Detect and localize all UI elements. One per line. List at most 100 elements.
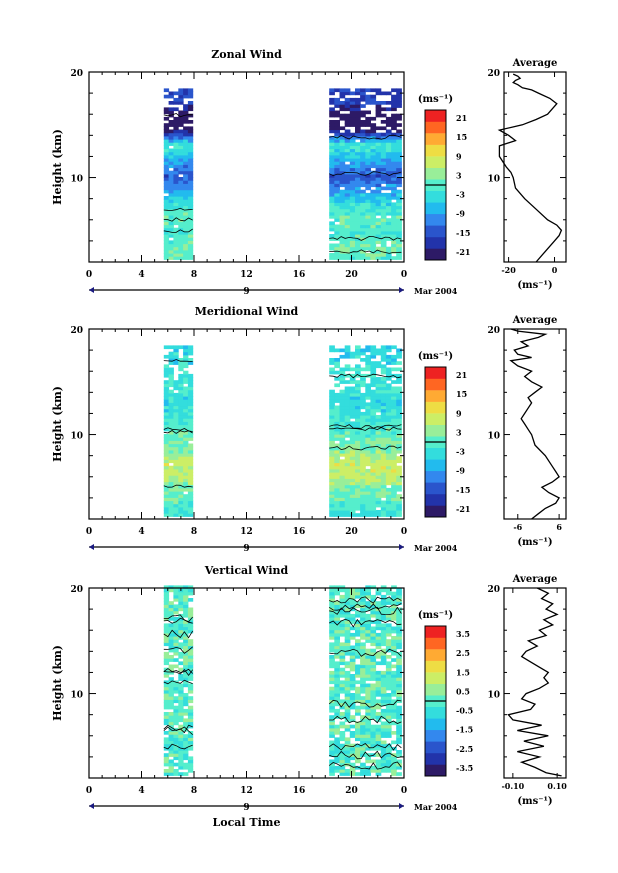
heatmap-cell xyxy=(385,446,392,451)
heatmap-cell xyxy=(355,472,361,476)
heatmap-cell xyxy=(334,208,340,213)
heatmap-cell xyxy=(365,386,371,391)
heatmap-cell xyxy=(380,205,387,210)
heatmap-cell xyxy=(173,345,179,350)
heatmap-cell xyxy=(391,408,397,413)
heatmap-cell xyxy=(187,610,194,615)
heatmap-cell xyxy=(173,769,179,773)
heatmap-cell xyxy=(396,724,402,729)
heatmap-cell xyxy=(339,750,346,754)
heatmap-cell xyxy=(183,215,189,219)
heatmap-cell xyxy=(173,462,179,467)
heatmap-cell xyxy=(168,129,174,134)
heatmap-cell xyxy=(360,472,366,476)
contour-line xyxy=(329,249,402,254)
heatmap-cell xyxy=(183,506,189,511)
heatmap-cell xyxy=(329,256,335,260)
heatmap-cell xyxy=(391,208,397,213)
heatmap-cell xyxy=(375,683,382,688)
heatmap-cell xyxy=(396,396,402,400)
heatmap-cell xyxy=(349,674,356,678)
heatmap-cell xyxy=(339,689,346,694)
heatmap-cell xyxy=(183,386,189,391)
heatmap-cell xyxy=(360,506,366,511)
heatmap-cell xyxy=(334,626,340,631)
heatmap-cell xyxy=(375,620,382,624)
heatmap-cell xyxy=(329,196,335,200)
heatmap-cell xyxy=(355,632,361,637)
heatmap-cell xyxy=(339,651,346,656)
heatmap-cell xyxy=(370,418,377,422)
heatmap-cell xyxy=(365,607,371,612)
heatmap-cell xyxy=(360,437,366,441)
heatmap-cell xyxy=(360,456,366,460)
heatmap-cell xyxy=(396,642,402,647)
heatmap-cell xyxy=(329,224,335,229)
heatmap-cell xyxy=(339,148,346,153)
heatmap-cell xyxy=(355,167,361,172)
y-axis-label: Height (km) xyxy=(51,129,64,205)
heatmap-cell xyxy=(385,230,392,235)
heatmap-cell xyxy=(349,415,356,419)
heatmap-cell xyxy=(187,494,194,498)
heatmap-cell xyxy=(178,693,184,697)
heatmap-cell xyxy=(183,205,189,210)
heatmap-cell xyxy=(163,424,170,429)
heatmap-cell xyxy=(349,718,356,723)
heatmap-cell xyxy=(173,617,179,621)
contour-line xyxy=(163,113,193,118)
heatmap-cell xyxy=(187,129,194,134)
heatmap-cell xyxy=(187,746,194,751)
heatmap-cell xyxy=(178,765,184,770)
heatmap-cell xyxy=(365,427,371,432)
heatmap-cell xyxy=(391,167,397,172)
heatmap-cell xyxy=(163,680,170,685)
heatmap-cell xyxy=(349,154,356,159)
heatmap-cell xyxy=(183,494,189,498)
heatmap-cell xyxy=(355,424,361,429)
heatmap-cell xyxy=(187,120,194,124)
average-x-tick-label: -20 xyxy=(501,265,516,275)
heatmap-cell xyxy=(344,120,351,124)
heatmap-cell xyxy=(178,123,184,127)
heatmap-cell xyxy=(365,434,371,438)
heatmap-cell xyxy=(349,494,356,498)
heatmap-cell xyxy=(344,601,351,605)
heatmap-cell xyxy=(370,211,377,216)
heatmap-cell xyxy=(355,351,361,356)
heatmap-cell xyxy=(168,186,174,191)
heatmap-cell xyxy=(163,345,170,350)
heatmap-cell xyxy=(334,491,340,495)
heatmap-cell xyxy=(380,724,387,729)
heatmap-cell xyxy=(334,588,340,593)
heatmap-cell xyxy=(375,724,382,729)
heatmap-cell xyxy=(396,459,402,464)
heatmap-cell xyxy=(334,472,340,476)
heatmap-cell xyxy=(334,632,340,637)
heatmap-cell xyxy=(370,743,377,748)
heatmap-cell xyxy=(380,769,387,773)
colorbar-swatch xyxy=(425,378,446,391)
heatmap-cell xyxy=(370,148,377,153)
heatmap-cell xyxy=(391,594,397,599)
heatmap-cell xyxy=(344,408,351,413)
heatmap-cell xyxy=(385,145,392,150)
heatmap-cell xyxy=(391,487,397,492)
heatmap-cell xyxy=(355,699,361,704)
heatmap-cell xyxy=(344,237,351,241)
heatmap-cell xyxy=(173,494,179,498)
heatmap-cell xyxy=(178,211,184,216)
heatmap-cell xyxy=(329,151,335,156)
heatmap-cell xyxy=(349,186,356,191)
heatmap-cell xyxy=(385,462,392,467)
heatmap-cell xyxy=(391,123,397,127)
heatmap-cell xyxy=(385,170,392,175)
heatmap-cell xyxy=(329,158,335,162)
heatmap-cell xyxy=(385,101,392,105)
x-tick-label: 0 xyxy=(401,786,407,796)
heatmap-cell xyxy=(349,411,356,416)
heatmap-cell xyxy=(334,670,340,675)
heatmap-cell xyxy=(187,651,194,656)
heatmap-cell xyxy=(375,613,382,618)
heatmap-cell xyxy=(339,367,346,372)
